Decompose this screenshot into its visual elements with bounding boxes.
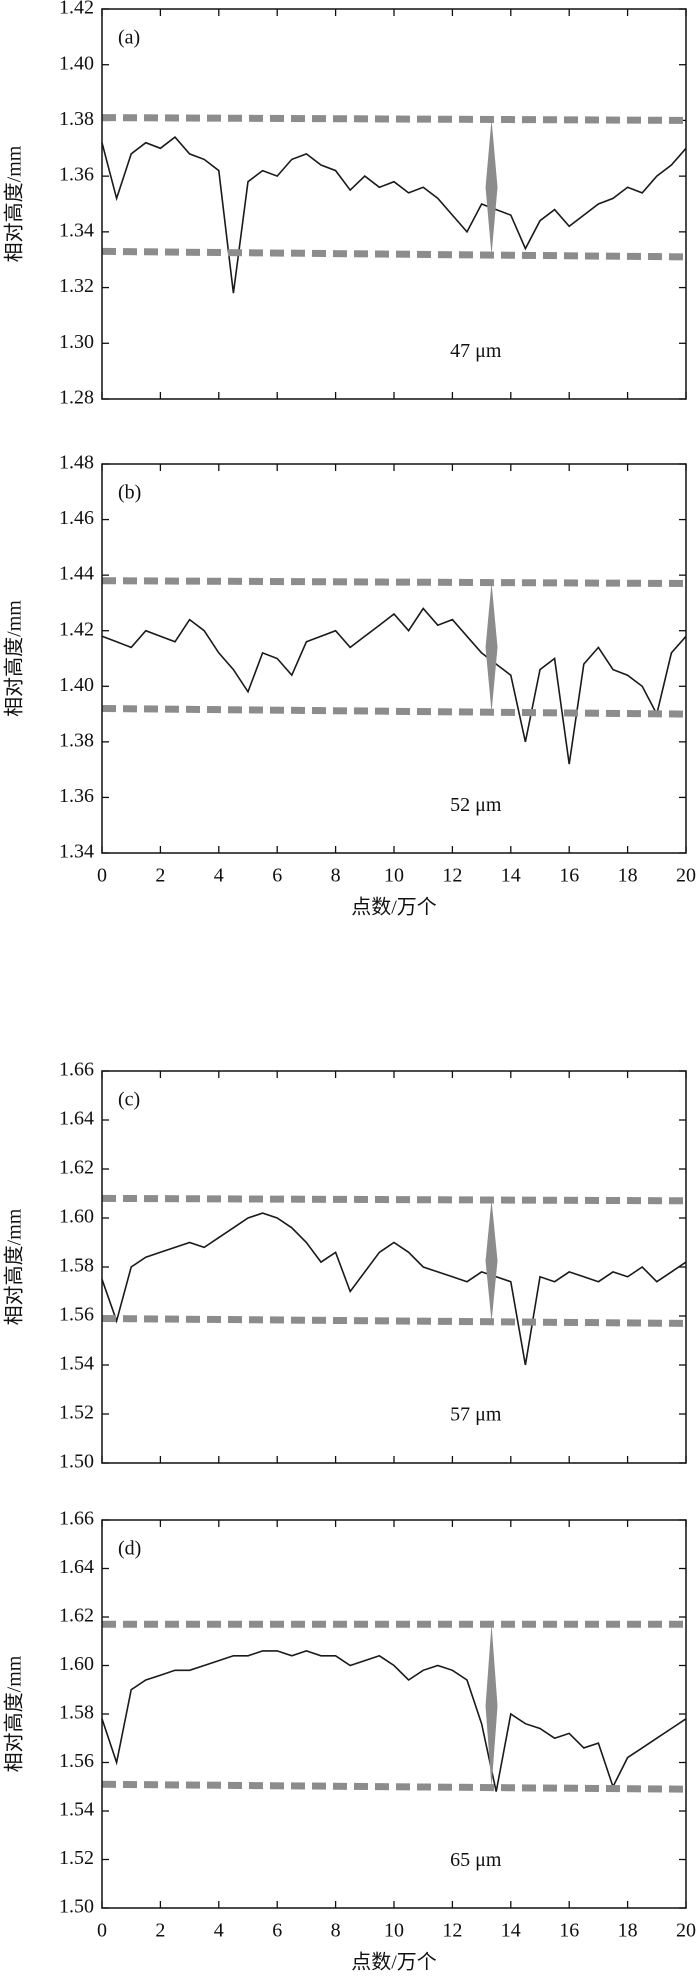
x-axis-label: 点数/万个: [351, 896, 437, 919]
panel-label: (a): [118, 27, 140, 49]
annotation: 52 μm: [450, 794, 502, 816]
bound-line: [101, 1780, 687, 1793]
y-tick-label: 1.60: [59, 1653, 94, 1675]
profile-line: [101, 1212, 687, 1366]
annotation: 57 μm: [450, 1404, 502, 1426]
x-tick-label: 4: [214, 865, 224, 887]
x-tick-label: 8: [331, 1920, 341, 1942]
x-tick-label: 18: [618, 1920, 638, 1942]
bound-line: [101, 1194, 687, 1205]
x-tick-label: 10: [384, 1920, 404, 1942]
annotation: 65 μm: [450, 1849, 502, 1871]
y-tick-label: 1.48: [59, 452, 94, 474]
panel-label: (d): [118, 1538, 141, 1560]
y-axis-label: 相对高度/mm: [3, 1208, 26, 1325]
y-tick-label: 1.50: [59, 1451, 94, 1473]
plot-frame: [101, 1070, 687, 1464]
y-tick-label: 1.38: [59, 108, 94, 130]
y-tick-label: 1.38: [59, 729, 94, 751]
y-tick-label: 1.30: [59, 331, 94, 353]
x-tick-label: 18: [618, 865, 638, 887]
y-tick-label: 1.50: [59, 1896, 94, 1918]
x-tick-label: 2: [155, 1920, 165, 1942]
x-tick-label: 6: [272, 1920, 282, 1942]
y-axis-label: 相对高度/mm: [3, 600, 26, 717]
y-tick-label: 1.40: [59, 674, 94, 696]
x-tick-label: 0: [97, 865, 107, 887]
x-tick-label: 10: [384, 865, 404, 887]
y-tick-label: 1.36: [59, 785, 94, 807]
y-axis-label: 相对高度/mm: [3, 1655, 26, 1772]
panel-label: (c): [118, 1089, 140, 1111]
y-tick-label: 1.62: [59, 1605, 94, 1627]
y-tick-label: 1.52: [59, 1402, 94, 1424]
y-tick-label: 1.58: [59, 1255, 94, 1277]
x-tick-label: 6: [272, 865, 282, 887]
y-tick-label: 1.56: [59, 1304, 94, 1326]
x-tick-label: 12: [442, 865, 462, 887]
plot-frame: [101, 463, 687, 854]
x-tick-label: 14: [501, 1920, 521, 1942]
annotation: 47 μm: [450, 340, 502, 362]
gap-arrow: [485, 1200, 498, 1322]
profile-line: [101, 1650, 687, 1792]
y-tick-label: 1.52: [59, 1847, 94, 1869]
y-tick-label: 1.34: [59, 219, 94, 241]
x-axis-label: 点数/万个: [351, 1951, 437, 1974]
x-tick-label: 16: [559, 865, 579, 887]
profile-line: [101, 136, 687, 294]
y-tick-label: 1.34: [59, 841, 94, 863]
x-tick-label: 4: [214, 1920, 224, 1942]
x-tick-label: 8: [331, 865, 341, 887]
plot-frame: [101, 1519, 687, 1909]
gap-arrow: [485, 582, 498, 713]
x-tick-label: 0: [97, 1920, 107, 1942]
bound-line: [101, 114, 687, 124]
y-tick-label: 1.62: [59, 1157, 94, 1179]
profile-line: [101, 607, 687, 765]
y-tick-label: 1.60: [59, 1206, 94, 1228]
y-tick-label: 1.28: [59, 387, 94, 409]
bound-line: [101, 1315, 687, 1327]
bound-line: [101, 705, 687, 718]
y-tick-label: 1.56: [59, 1750, 94, 1772]
y-tick-label: 1.42: [59, 618, 94, 640]
y-tick-label: 1.54: [59, 1799, 94, 1821]
gap-arrow: [485, 1624, 498, 1788]
y-tick-label: 1.46: [59, 507, 94, 529]
y-tick-label: 1.66: [59, 1508, 94, 1530]
x-tick-label: 2: [155, 865, 165, 887]
y-tick-label: 1.64: [59, 1556, 94, 1578]
y-tick-label: 1.54: [59, 1353, 94, 1375]
y-tick-label: 1.66: [59, 1059, 94, 1081]
plot-frame: [101, 8, 687, 400]
x-tick-label: 16: [559, 1920, 579, 1942]
y-tick-label: 1.32: [59, 275, 94, 297]
x-tick-label: 12: [442, 1920, 462, 1942]
y-tick-label: 1.58: [59, 1702, 94, 1724]
panel-label: (b): [118, 482, 141, 504]
gap-arrow: [485, 119, 498, 256]
y-tick-label: 1.44: [59, 563, 94, 585]
y-tick-label: 1.36: [59, 164, 94, 186]
x-tick-label: 14: [501, 865, 521, 887]
y-tick-label: 1.42: [59, 0, 94, 19]
x-tick-label: 20: [676, 1920, 696, 1942]
bound-line: [101, 247, 687, 261]
bound-line: [101, 577, 687, 587]
x-tick-label: 20: [676, 865, 696, 887]
y-tick-label: 1.40: [59, 52, 94, 74]
y-tick-label: 1.64: [59, 1108, 94, 1130]
y-axis-label: 相对高度/mm: [3, 145, 26, 262]
